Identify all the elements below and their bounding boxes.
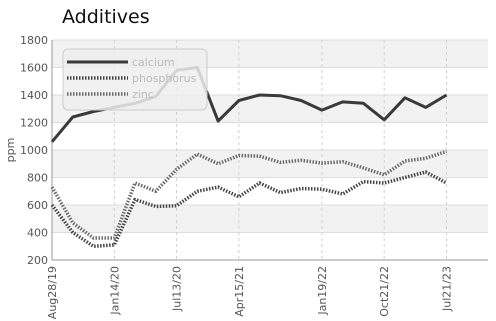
legend-label-phosphorus: phosphorus (132, 72, 197, 85)
y-tick-label: 800 (27, 172, 48, 185)
y-tick-label: 1200 (20, 117, 48, 130)
grid-band (52, 232, 488, 260)
grid-band (52, 177, 488, 205)
y-axis-title: ppm (4, 138, 17, 163)
x-tick-label: Aug28/19 (46, 266, 59, 319)
x-tick-label: Jul21/23 (440, 266, 453, 312)
legend-label-zinc: zinc (132, 88, 154, 101)
legend-box (62, 48, 208, 111)
grid-band (52, 205, 488, 233)
legend: calcium phosphorus zinc (62, 48, 208, 111)
y-tick-label: 600 (27, 199, 48, 212)
y-tick-label: 1800 (20, 34, 48, 47)
axes: 200 400 600 800 1000 1200 1400 1600 1800 Aug28/19… (4, 34, 488, 319)
x-tick-label: Oct21/22 (378, 266, 391, 317)
y-tick-label: 200 (27, 254, 48, 267)
y-tick-label: 1600 (20, 62, 48, 75)
chart-title: Additives (62, 6, 150, 28)
legend-label-calcium: calcium (132, 56, 175, 69)
grid-band (52, 150, 488, 178)
x-tick-label: Jul13/20 (171, 266, 184, 312)
y-tick-label: 400 (27, 227, 48, 240)
y-tick-label: 1400 (20, 89, 48, 102)
x-tick-label: Jan19/22 (316, 266, 329, 316)
x-tick-label: Apr15/21 (233, 266, 246, 317)
grid-band (52, 122, 488, 150)
y-tick-label: 1000 (20, 144, 48, 157)
x-tick-label: Jan14/20 (108, 266, 121, 316)
series-line-zinc (50, 149, 448, 240)
